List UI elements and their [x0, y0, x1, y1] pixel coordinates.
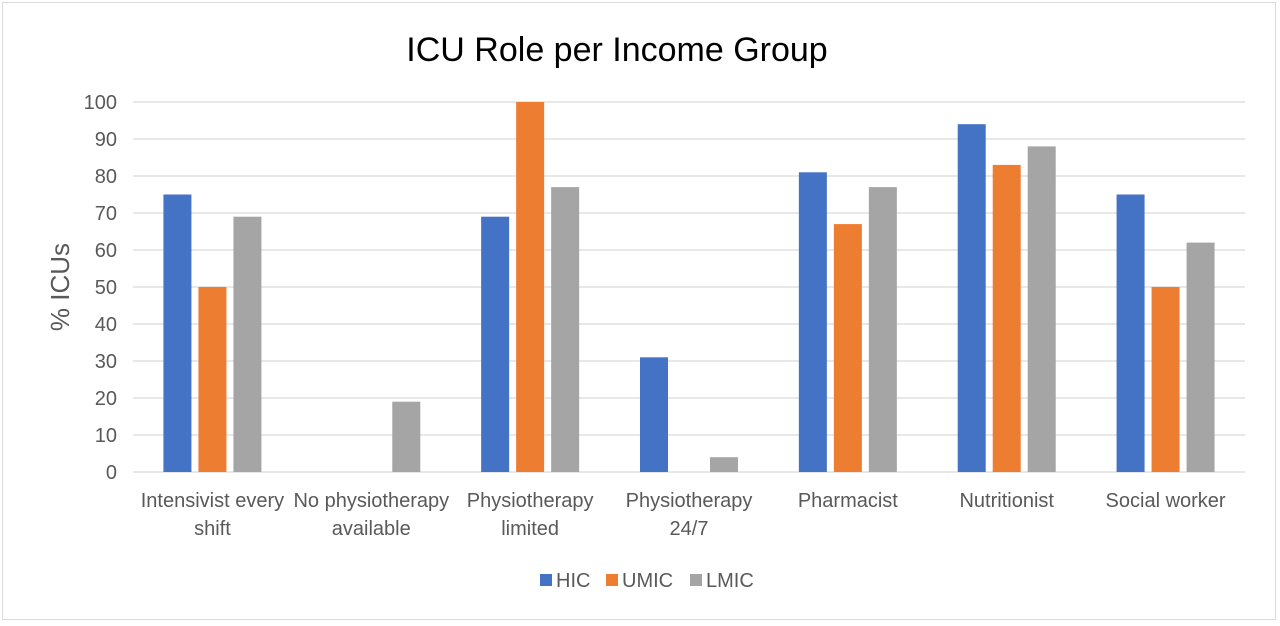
category-label: No physiotherapy available — [293, 490, 449, 540]
bar-hic-2 — [481, 216, 510, 472]
bar-lmic-6 — [1186, 242, 1215, 472]
bar-chart: ICU Role per Income Group % ICUs 0 10 20 30… — [45, 31, 1245, 592]
y-tick-label: 70 — [95, 203, 117, 225]
category-label-line: shift — [194, 518, 231, 540]
y-axis-label: % ICUs — [45, 243, 75, 331]
category-label: Nutritionist — [959, 490, 1054, 512]
category-label-line: No physiotherapy — [293, 490, 449, 512]
y-tick-label: 50 — [95, 277, 117, 299]
bar-hic-0 — [163, 194, 192, 472]
legend-swatch-lmic — [690, 574, 702, 586]
gridlines — [133, 101, 1245, 473]
legend-label-lmic: LMIC — [706, 570, 754, 592]
bar-umic-6 — [1151, 287, 1180, 472]
legend-label-hic: HIC — [556, 570, 590, 592]
category-label-line: limited — [501, 518, 559, 540]
y-tick-label: 40 — [95, 314, 117, 336]
category-label: Social worker — [1106, 490, 1226, 512]
category-label-line: available — [332, 518, 411, 540]
y-tick-label: 90 — [95, 129, 117, 151]
y-tick-label: 10 — [95, 425, 117, 447]
bar-lmic-4 — [868, 187, 897, 472]
bar-umic-5 — [992, 164, 1021, 472]
category-label: Pharmacist — [798, 490, 898, 512]
bar-lmic-2 — [551, 187, 580, 472]
bar-hic-3 — [640, 357, 668, 472]
bar-hic-6 — [1116, 194, 1145, 472]
bar-lmic-1 — [392, 401, 421, 472]
legend-swatch-hic — [540, 574, 552, 586]
bar-hic-4 — [798, 172, 827, 473]
category-labels: Intensivist every shift No physiotherapy av… — [141, 490, 1226, 540]
bar-lmic-0 — [233, 216, 262, 472]
legend: HIC UMIC LMIC — [540, 570, 754, 592]
category-label: Physiotherapy 24/7 — [626, 490, 753, 540]
chart-title: ICU Role per Income Group — [406, 31, 827, 69]
y-tick-label: 80 — [95, 166, 117, 188]
bar-umic-2 — [516, 102, 545, 472]
legend-swatch-umic — [606, 574, 618, 586]
category-label-line: Social worker — [1106, 490, 1226, 512]
category-label-line: Physiotherapy — [626, 490, 753, 512]
bar-umic-4 — [833, 224, 862, 472]
category-label-line: Nutritionist — [959, 490, 1054, 512]
bar-lmic-5 — [1027, 146, 1056, 472]
category-label: Physiotherapy limited — [467, 490, 594, 540]
y-tick-label: 30 — [95, 351, 117, 373]
bar-umic-0 — [198, 287, 227, 472]
y-tick-label: 100 — [84, 92, 117, 114]
category-label-line: Pharmacist — [798, 490, 898, 512]
y-tick-label: 0 — [106, 462, 117, 484]
category-label-line: Physiotherapy — [467, 490, 594, 512]
y-tick-label: 20 — [95, 388, 117, 410]
bar-hic-5 — [957, 124, 986, 472]
y-axis-ticks: 0 10 20 30 40 50 60 70 80 90 100 — [84, 92, 117, 484]
legend-label-umic: UMIC — [622, 570, 673, 592]
bar-lmic-3 — [710, 457, 738, 472]
y-tick-label: 60 — [95, 240, 117, 262]
category-label: Intensivist every shift — [141, 490, 284, 540]
bars — [163, 102, 1215, 473]
category-label-line: 24/7 — [670, 518, 709, 540]
category-label-line: Intensivist every — [141, 490, 284, 512]
